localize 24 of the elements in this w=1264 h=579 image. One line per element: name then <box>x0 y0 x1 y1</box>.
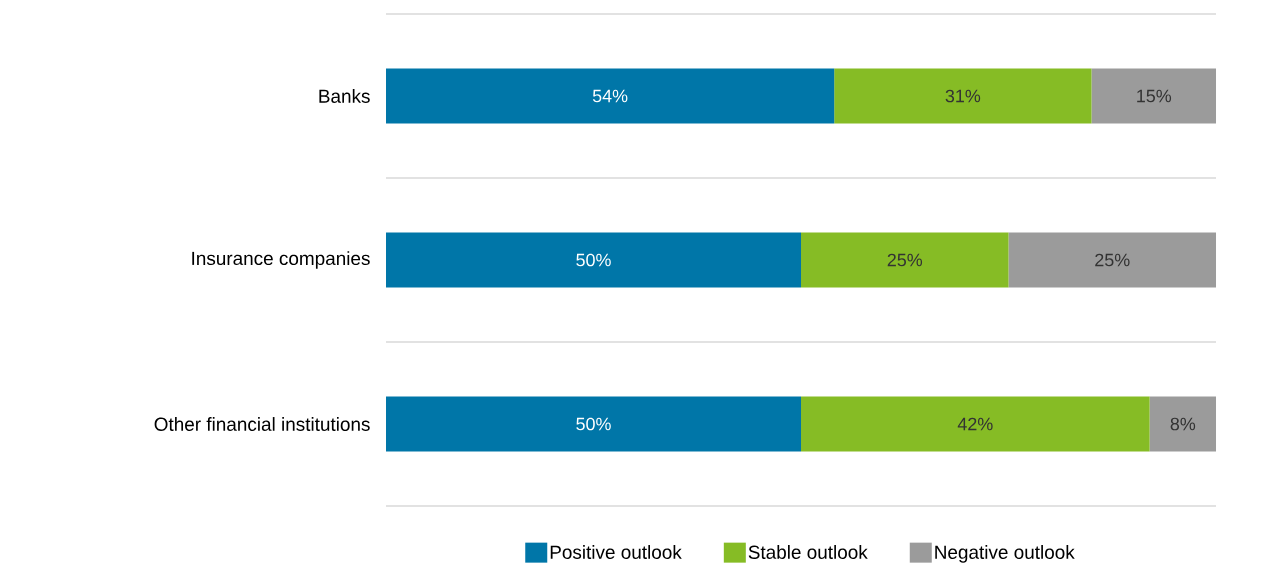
legend-label: Stable outlook <box>748 545 868 559</box>
bar <box>386 68 835 124</box>
bar <box>834 68 1092 124</box>
data-label: 15% <box>1137 89 1172 103</box>
y-tick-label: Banks <box>319 89 370 103</box>
bar <box>1008 232 1217 288</box>
data-label: 54% <box>592 89 628 103</box>
y-tick-label: Other financial institutions <box>154 417 370 431</box>
data-label: 31% <box>945 89 981 103</box>
bar <box>386 232 802 288</box>
data-label: 25% <box>887 253 923 267</box>
bar <box>386 396 802 452</box>
data-label: 42% <box>957 417 993 431</box>
bar <box>1149 396 1217 452</box>
bar <box>801 232 1009 288</box>
data-label: 50% <box>576 417 611 431</box>
data-label: 8% <box>1170 417 1196 431</box>
legend-label: Positive outlook <box>550 545 682 559</box>
bar <box>1091 68 1217 124</box>
data-label: 50% <box>576 253 611 267</box>
data-label: 25% <box>1095 253 1130 267</box>
legend-label: Negative outlook <box>935 545 1075 563</box>
y-tick-label: Insurance companies <box>192 251 370 269</box>
bar <box>801 396 1150 452</box>
